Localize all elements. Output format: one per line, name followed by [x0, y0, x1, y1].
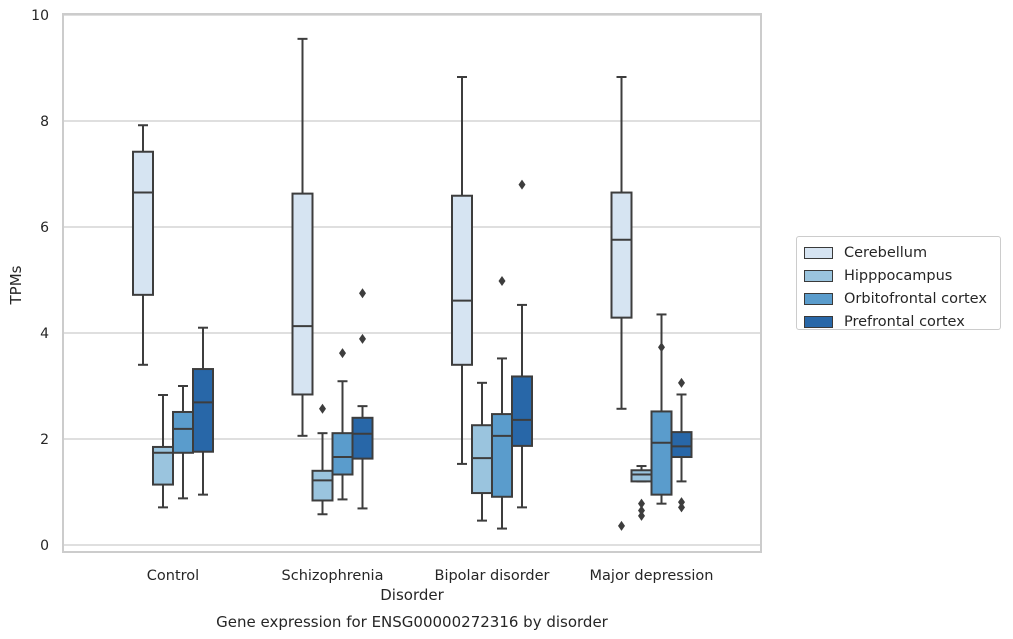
outlier-point: [638, 498, 645, 509]
box: [511, 375, 533, 447]
legend-label: Orbitofrontal cortex: [844, 290, 987, 307]
x-tick-label: Control: [147, 568, 199, 584]
boxplot: [670, 377, 693, 513]
legend-item: Prefrontal cortex: [804, 310, 1000, 333]
box: [471, 424, 493, 495]
boxplot: [192, 326, 214, 496]
box: [451, 194, 473, 366]
boxplot: [172, 385, 194, 500]
outlier-point: [618, 520, 625, 531]
boxplot: [132, 124, 154, 366]
boxplot: [630, 465, 653, 521]
x-axis-label: Disorder: [380, 586, 444, 604]
boxplot: [331, 348, 354, 501]
outlier-point: [678, 377, 685, 388]
box: [291, 192, 314, 396]
boxplot: [351, 288, 374, 510]
outlier-point: [678, 502, 685, 513]
box: [311, 469, 334, 502]
legend-swatch: [804, 292, 833, 305]
box: [192, 368, 214, 453]
legend: Cerebellum Hipppocampus Orbitofrontal co…: [796, 236, 1001, 330]
box: [351, 416, 374, 460]
legend-swatch: [804, 269, 833, 282]
legend-swatch: [804, 315, 833, 328]
outlier-point: [359, 288, 366, 299]
x-tick-label: Schizophrenia: [282, 568, 384, 584]
y-tick-label: 0: [40, 538, 49, 554]
legend-item: Cerebellum: [804, 241, 1000, 264]
boxplot: [152, 394, 174, 509]
boxplot: [650, 313, 673, 505]
y-tick-label: 4: [40, 326, 49, 342]
legend-label: Prefrontal cortex: [844, 313, 965, 330]
y-axis-label: TPMs: [7, 265, 25, 305]
y-tick-label: 8: [40, 114, 49, 130]
box: [650, 410, 673, 496]
outlier-point: [359, 333, 366, 344]
y-tick-label: 2: [40, 432, 49, 448]
x-tick-label: Bipolar disorder: [435, 568, 550, 584]
boxplots: [132, 37, 693, 531]
boxplot: [451, 76, 473, 465]
boxplot: [291, 37, 314, 437]
box: [331, 432, 354, 476]
box: [491, 413, 513, 498]
box: [132, 150, 154, 296]
box: [152, 445, 174, 486]
outlier-point: [498, 276, 506, 287]
plot-frame: [62, 13, 762, 553]
legend-label: Hipppocampus: [844, 267, 953, 284]
boxplot: [610, 76, 633, 531]
outlier-point: [319, 403, 326, 414]
boxplot: [311, 403, 334, 516]
chart-title: Gene expression for ENSG00000272316 by d…: [216, 613, 609, 631]
y-tick-labels: 0 2 4 6 8 10: [31, 8, 49, 554]
legend-swatch: [804, 246, 833, 259]
boxplot: [491, 276, 513, 530]
x-tick-label: Major depression: [590, 568, 714, 584]
outlier-point: [658, 342, 665, 353]
box: [670, 431, 693, 459]
box: [630, 469, 653, 483]
boxplot: [471, 381, 493, 522]
y-tick-label: 6: [40, 220, 49, 236]
legend-label: Cerebellum: [844, 244, 928, 261]
outlier-point: [339, 348, 346, 359]
outlier-point: [638, 510, 645, 521]
outlier-point: [678, 497, 685, 508]
boxplot: [511, 179, 533, 509]
y-tick-label: 10: [31, 8, 49, 24]
box: [610, 191, 633, 319]
outlier-point: [518, 179, 526, 190]
x-tick-labels: Control Schizophrenia Bipolar disorder Majo…: [147, 568, 714, 584]
outlier-point: [638, 505, 645, 516]
legend-item: Orbitofrontal cortex: [804, 287, 1000, 310]
box: [172, 410, 194, 454]
legend-item: Hipppocampus: [804, 264, 1000, 287]
